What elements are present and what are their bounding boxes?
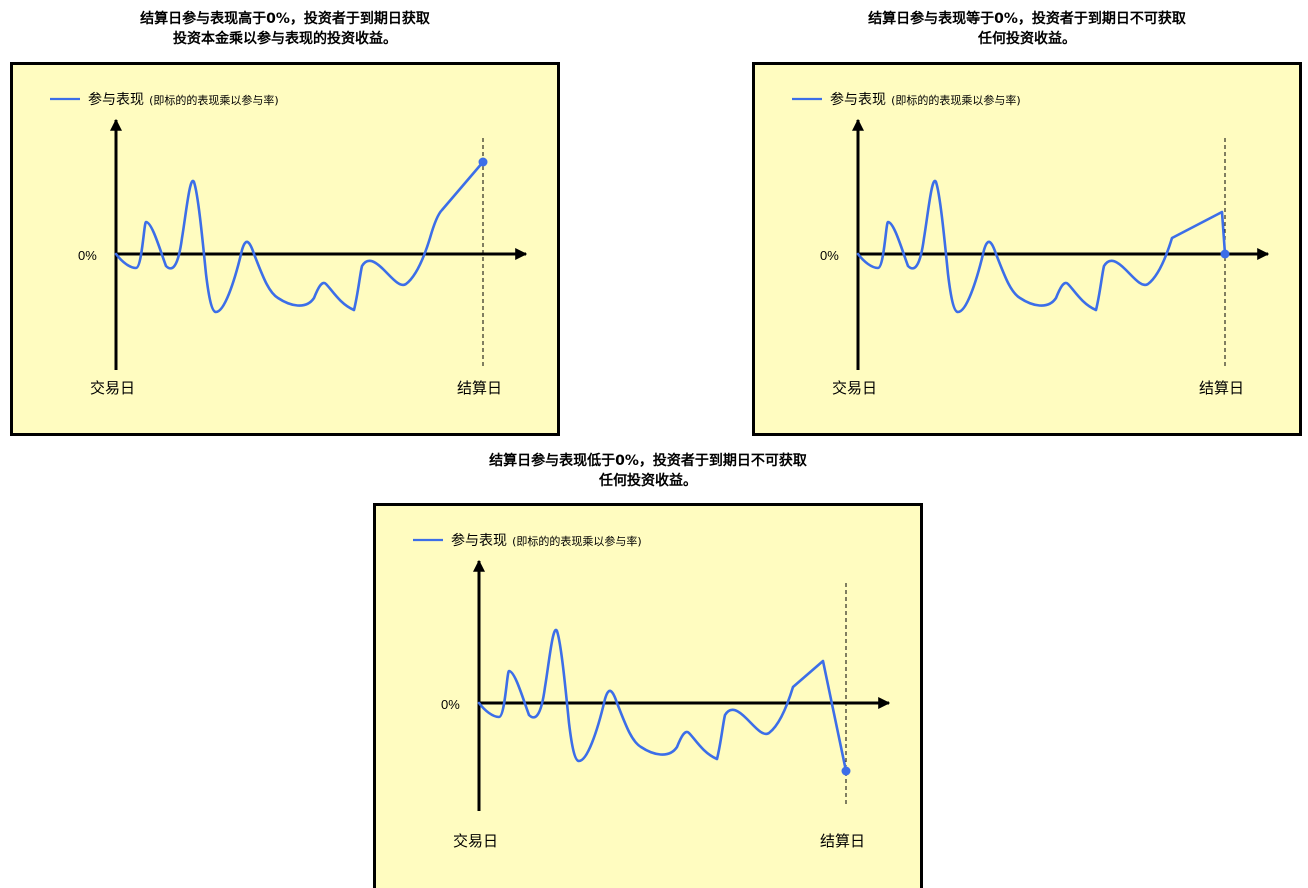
panel-2-title-line1: 结算日参与表现等于0%，投资者于到期日不可获取 <box>868 11 1186 27</box>
panel-2-legend-note: (即标的的表现乘以参与率) <box>891 93 1021 107</box>
panel-2-zero-label: 0% <box>820 248 839 263</box>
panel-1-title-line2: 投资本金乘以参与表现的投资收益。 <box>173 31 397 47</box>
panel-3-legend-note: (即标的的表现乘以参与率) <box>512 534 642 548</box>
panel-1: 参与表现 (即标的的表现乘以参与率) 0% 交易日 结算日 <box>10 62 560 436</box>
panel-2-settlement-point <box>1220 249 1230 259</box>
panel-2: 参与表现 (即标的的表现乘以参与率) 0% 交易日 结算日 <box>752 62 1302 436</box>
panel-1-legend-label: 参与表现 (即标的的表现乘以参与率) <box>88 89 279 108</box>
panel-3-title: 结算日参与表现低于0%，投资者于到期日不可获取 任何投资收益。 <box>373 451 923 491</box>
panel-2-legend-main: 参与表现 <box>830 91 886 108</box>
panel-2-settlement-date-label: 结算日 <box>1199 379 1244 397</box>
panel-1-settlement-date-label: 结算日 <box>457 379 502 397</box>
panel-2-performance-curve <box>856 179 1227 314</box>
panel-3-title-line1: 结算日参与表现低于0%，投资者于到期日不可获取 <box>489 453 807 469</box>
panel-1-legend-note: (即标的的表现乘以参与率) <box>149 93 279 107</box>
panel-2-frame <box>752 62 1302 436</box>
panel-2-trade-date-label: 交易日 <box>832 379 877 397</box>
panel-1-title-line1: 结算日参与表现高于0%，投资者于到期日获取 <box>140 11 430 27</box>
panel-3-legend-main: 参与表现 <box>451 532 507 549</box>
panel-1-performance-curve <box>114 160 485 314</box>
panel-3: 参与表现 (即标的的表现乘以参与率) 0% 交易日 结算日 <box>373 503 923 888</box>
panel-3-performance-curve <box>477 628 848 773</box>
panel-3-zero-label: 0% <box>441 697 460 712</box>
panel-2-legend-label: 参与表现 (即标的的表现乘以参与率) <box>830 89 1021 108</box>
panel-1-settlement-point <box>478 157 488 167</box>
panel-2-title: 结算日参与表现等于0%，投资者于到期日不可获取 任何投资收益。 <box>752 9 1302 49</box>
panel-1-trade-date-label: 交易日 <box>90 379 135 397</box>
panel-1-zero-label: 0% <box>78 248 97 263</box>
panel-3-settlement-point <box>841 766 851 776</box>
panel-1-frame <box>10 62 560 436</box>
panel-3-title-line2: 任何投资收益。 <box>599 473 697 489</box>
panel-2-title-line2: 任何投资收益。 <box>978 31 1076 47</box>
panel-3-legend-label: 参与表现 (即标的的表现乘以参与率) <box>451 530 642 549</box>
panel-1-title: 结算日参与表现高于0%，投资者于到期日获取 投资本金乘以参与表现的投资收益。 <box>10 9 560 49</box>
panel-3-trade-date-label: 交易日 <box>453 832 498 850</box>
panel-3-settlement-date-label: 结算日 <box>820 832 865 850</box>
panel-1-legend-main: 参与表现 <box>88 91 144 108</box>
